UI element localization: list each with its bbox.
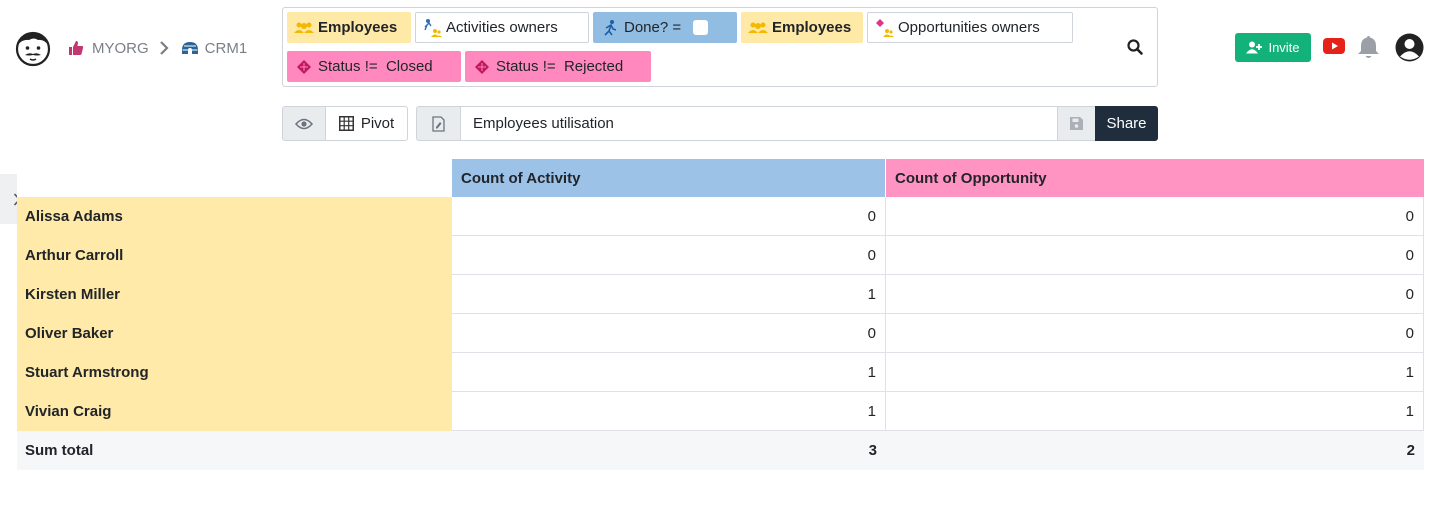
total-opportunity: 2 — [1406, 442, 1415, 459]
opportunity-count-cell[interactable]: 1 — [886, 392, 1424, 431]
activity-count-cell[interactable]: 1 — [452, 392, 886, 431]
breadcrumb-app[interactable]: CRM1 — [204, 39, 248, 57]
opportunity-count-cell[interactable]: 0 — [886, 197, 1424, 236]
report-type-button[interactable] — [416, 106, 461, 141]
opportunity-count-cell[interactable]: 1 — [886, 353, 1424, 392]
user-avatar-icon[interactable] — [1395, 33, 1424, 62]
save-button[interactable] — [1057, 106, 1096, 141]
filter-chip-status-closed[interactable]: Status != Closed — [287, 51, 461, 82]
row-label: Oliver Baker — [17, 314, 452, 353]
invite-button[interactable]: Invite — [1235, 33, 1311, 62]
done-checkbox[interactable] — [693, 20, 709, 35]
search-icon[interactable] — [1126, 38, 1144, 56]
filter-chip-activities-owners[interactable]: Activities owners — [415, 12, 589, 43]
app-logo-avatar[interactable] — [14, 29, 52, 67]
add-user-icon — [1246, 41, 1263, 54]
breadcrumb: MYORG CRM1 — [68, 38, 247, 58]
activity-count-cell[interactable]: 0 — [452, 197, 886, 236]
activity-count-cell[interactable]: 1 — [452, 275, 886, 314]
youtube-icon[interactable] — [1323, 38, 1345, 54]
opportunities-owners-icon — [874, 18, 894, 38]
activity-count-cell[interactable]: 0 — [452, 314, 886, 353]
row-label: Stuart Armstrong — [17, 353, 452, 392]
pivot-header-row: Count of Activity Count of Opportunity — [17, 159, 1424, 197]
activity-icon — [600, 18, 620, 38]
opportunity-icon — [472, 57, 492, 77]
save-icon — [1070, 117, 1083, 130]
igloo-icon — [181, 40, 199, 56]
opportunity-count-cell[interactable]: 0 — [886, 275, 1424, 314]
report-name-input[interactable] — [460, 106, 1058, 141]
total-row: Sum total 3 2 — [17, 431, 1424, 470]
column-header-activity[interactable]: Count of Activity — [452, 159, 886, 197]
activities-owners-icon — [422, 18, 442, 38]
filter-chip-employees[interactable]: Employees — [287, 12, 411, 43]
document-edit-icon — [432, 115, 445, 132]
pivot-table: Count of Activity Count of Opportunity A… — [17, 159, 1424, 470]
opportunity-count-cell[interactable]: 0 — [886, 236, 1424, 275]
opportunity-icon — [294, 57, 314, 77]
employees-icon — [294, 18, 314, 38]
row-label: Kirsten Miller — [17, 275, 452, 314]
row-label: Vivian Craig — [17, 392, 452, 431]
row-label: Arthur Carroll — [17, 236, 452, 275]
chevron-right-icon — [159, 41, 169, 55]
filter-chip-employees-2[interactable]: Employees — [741, 12, 863, 43]
row-label: Alissa Adams — [17, 197, 452, 236]
filter-bar[interactable]: Employees Activities owners Done? = Empl… — [282, 7, 1158, 87]
filter-chip-status-rejected[interactable]: Status != Rejected — [465, 51, 651, 82]
share-button[interactable]: Share — [1095, 106, 1158, 141]
thumbs-up-icon — [68, 40, 86, 56]
opportunity-count-cell[interactable]: 0 — [886, 314, 1424, 353]
table-row: Stuart Armstrong 1 1 — [17, 353, 1424, 392]
table-row: Arthur Carroll 0 0 — [17, 236, 1424, 275]
table-row: Oliver Baker 0 0 — [17, 314, 1424, 353]
bell-icon[interactable] — [1357, 34, 1380, 60]
table-row: Kirsten Miller 1 0 — [17, 275, 1424, 314]
employees-icon — [748, 18, 768, 38]
total-label: Sum total — [25, 442, 94, 459]
table-icon — [338, 116, 354, 131]
table-row: Alissa Adams 0 0 — [17, 197, 1424, 236]
eye-icon — [295, 118, 313, 129]
pivot-corner-cell — [17, 159, 452, 197]
filter-chip-done[interactable]: Done? = — [593, 12, 737, 43]
filter-chip-opportunities-owners[interactable]: Opportunities owners — [867, 12, 1073, 43]
activity-count-cell[interactable]: 0 — [452, 236, 886, 275]
pivot-button[interactable]: Pivot — [325, 106, 408, 141]
table-row: Vivian Craig 1 1 — [17, 392, 1424, 431]
breadcrumb-org[interactable]: MYORG — [92, 39, 149, 57]
preview-toggle-button[interactable] — [282, 106, 326, 141]
activity-count-cell[interactable]: 1 — [452, 353, 886, 392]
total-activity: 3 — [868, 442, 877, 459]
column-header-opportunity[interactable]: Count of Opportunity — [886, 159, 1424, 197]
